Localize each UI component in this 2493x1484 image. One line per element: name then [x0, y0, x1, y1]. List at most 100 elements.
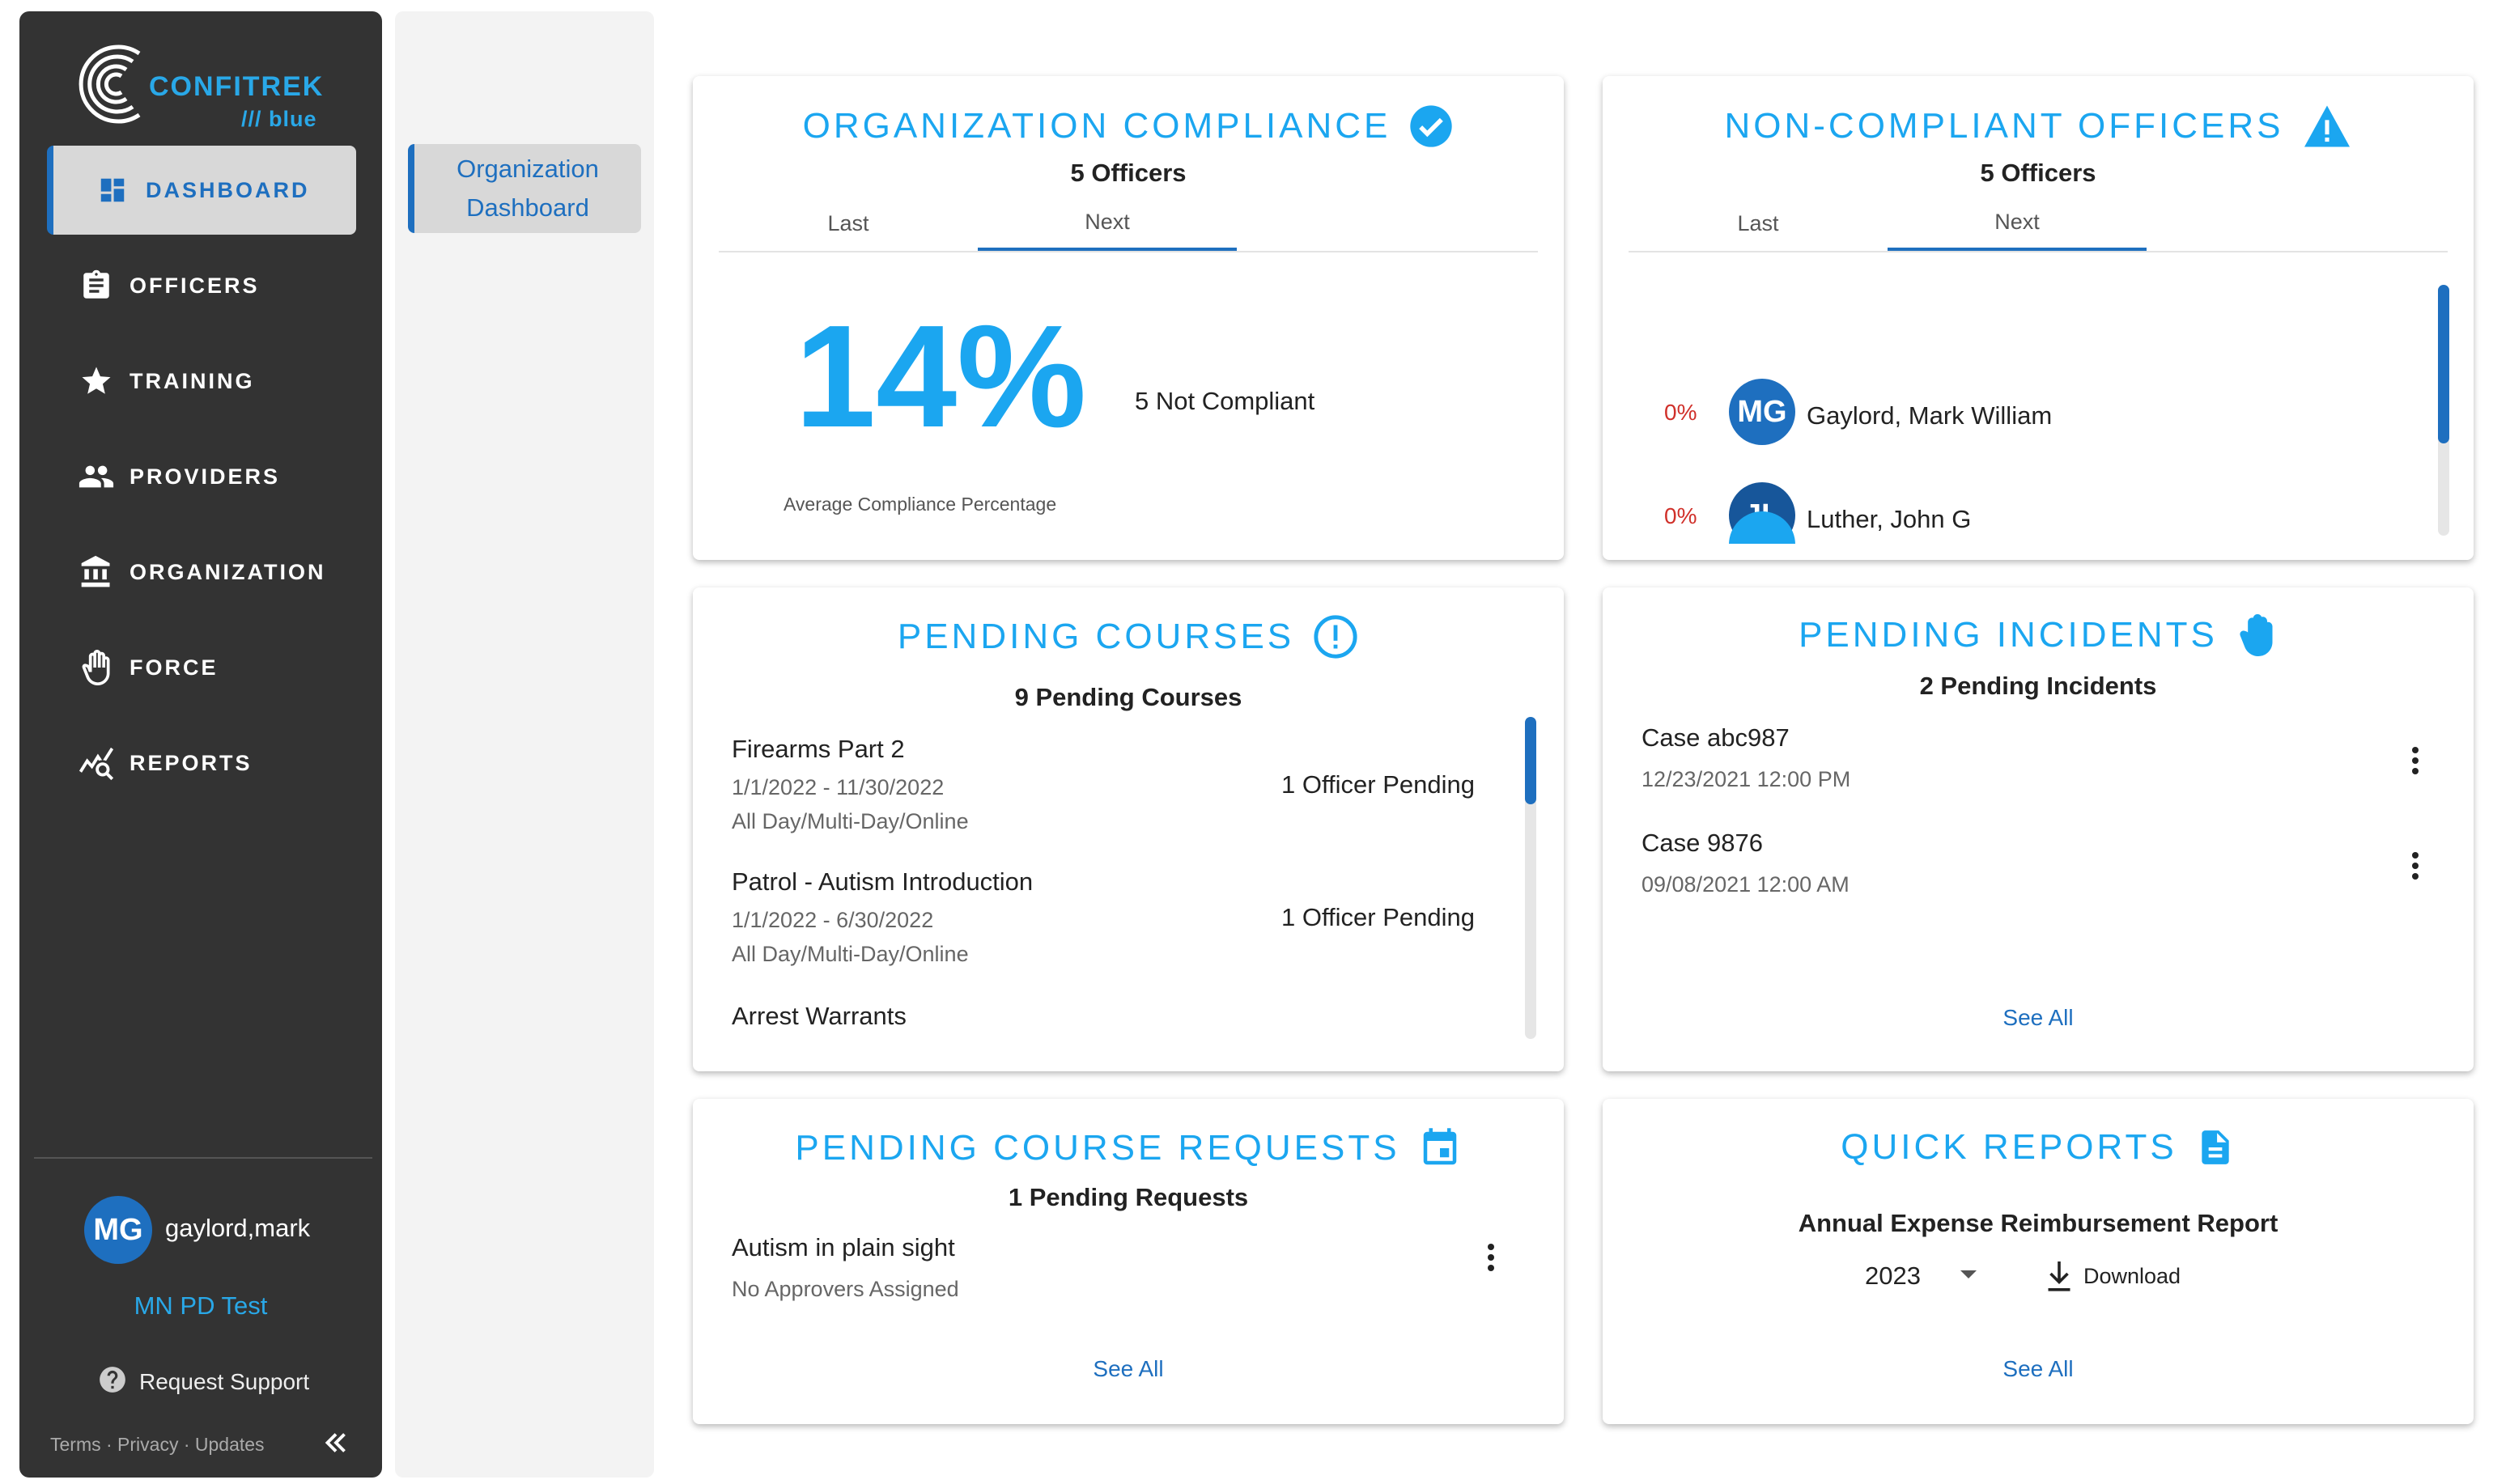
- card-title-text: PENDING COURSE REQUESTS: [795, 1128, 1400, 1168]
- pending-incidents-card: PENDING INCIDENTS 2 Pending Incidents Ca…: [1603, 587, 2474, 1071]
- more-options-button[interactable]: [2399, 842, 2431, 890]
- sidebar-item-training[interactable]: TRAINING: [47, 337, 356, 426]
- course-name[interactable]: Arrest Warrants: [732, 1002, 907, 1030]
- hand-icon: [2236, 610, 2278, 660]
- card-title: ORGANIZATION COMPLIANCE: [693, 104, 1564, 149]
- clipboard-icon: [78, 267, 115, 304]
- avatar[interactable]: MG: [84, 1196, 152, 1264]
- people-icon: [78, 458, 115, 495]
- sidebar-divider: [34, 1157, 372, 1159]
- check-circle-icon: [1408, 104, 1454, 149]
- card-title-text: PENDING COURSES: [897, 617, 1295, 656]
- year-select[interactable]: 2023: [1845, 1256, 2024, 1296]
- dropdown-arrow-icon: [1960, 1270, 1977, 1278]
- compliance-percent-label: Average Compliance Percentage: [784, 494, 1057, 515]
- course-pending: 1 Officer Pending: [1281, 770, 1475, 799]
- more-options-button[interactable]: [2399, 736, 2431, 785]
- alert-circle-icon: [1312, 613, 1359, 660]
- card-title: NON-COMPLIANT OFFICERS: [1603, 104, 2474, 149]
- officer-list: 0% MG Gaylord, Mark William 0% JL Luther…: [1603, 270, 2474, 544]
- officer-name[interactable]: Gaylord, Mark William: [1807, 401, 2053, 430]
- dashboard-icon: [94, 172, 131, 209]
- incident-name[interactable]: Case 9876: [1641, 829, 1763, 857]
- year-select-value: 2023: [1865, 1261, 1921, 1290]
- brand-name: CONFITREK: [149, 71, 325, 102]
- more-vert-icon: [1488, 1244, 1494, 1271]
- scrollbar-thumb[interactable]: [1525, 717, 1536, 804]
- see-all-link[interactable]: See All: [2002, 1005, 2074, 1030]
- incident-name[interactable]: Case abc987: [1641, 723, 1790, 752]
- course-type: All Day/Multi-Day/Online: [732, 809, 969, 833]
- officer-name[interactable]: Luther, John G: [1807, 505, 1972, 533]
- sidebar-item-dashboard[interactable]: DASHBOARD: [47, 146, 356, 235]
- card-subtitle: 1 Pending Requests: [1008, 1183, 1249, 1211]
- document-icon: [2195, 1125, 2236, 1170]
- sidebar-item-officers[interactable]: OFFICERS: [47, 241, 356, 330]
- sidebar: CONFITREK /// blue DASHBOARD OFFICERS TR…: [19, 11, 382, 1478]
- sidebar-item-reports[interactable]: REPORTS: [47, 719, 356, 808]
- sidebar-item-providers[interactable]: PROVIDERS: [47, 432, 356, 521]
- institution-icon: [78, 553, 115, 591]
- download-label: Download: [2083, 1263, 2181, 1288]
- request-support-label: Request Support: [139, 1368, 310, 1394]
- officer-compliance-percent: 0%: [1664, 400, 1697, 425]
- double-chevron-left-icon: [325, 1433, 346, 1452]
- calendar-icon: [1418, 1125, 1462, 1172]
- card-subtitle: 9 Pending Courses: [1014, 683, 1242, 711]
- pending-courses-card: PENDING COURSES 9 Pending Courses Firear…: [693, 587, 1564, 1071]
- course-list: Firearms Part 2 1/1/2022 - 11/30/2022 Al…: [693, 731, 1535, 1055]
- course-type: All Day/Multi-Day/Online: [732, 942, 969, 966]
- not-compliant-count: 5 Not Compliant: [1135, 387, 1315, 415]
- quick-reports-card: QUICK REPORTS Annual Expense Reimburseme…: [1603, 1099, 2474, 1424]
- sidebar-item-force[interactable]: FORCE: [47, 623, 356, 712]
- subnav-panel: Organization Dashboard: [395, 11, 654, 1478]
- card-title: PENDING INCIDENTS: [1603, 610, 2474, 660]
- scrollbar-thumb[interactable]: [2438, 285, 2449, 443]
- course-dates: 1/1/2022 - 6/30/2022: [732, 908, 934, 932]
- collapse-sidebar-button[interactable]: [316, 1424, 356, 1461]
- warning-icon: [2302, 104, 2352, 149]
- help-icon: [97, 1364, 128, 1399]
- sidebar-item-label: DASHBOARD: [146, 177, 310, 202]
- course-name[interactable]: Patrol - Autism Introduction: [732, 867, 1034, 896]
- course-dates: 1/1/2022 - 11/30/2022: [732, 775, 945, 799]
- hand-icon: [78, 649, 115, 686]
- tab-next[interactable]: Next: [1888, 196, 2147, 251]
- avatar-partial: [1729, 511, 1795, 544]
- officer-compliance-percent: 0%: [1664, 503, 1697, 528]
- compliance-percent: 14%: [795, 295, 1087, 458]
- scrollbar[interactable]: [2438, 285, 2449, 536]
- more-vert-icon: [2412, 747, 2419, 774]
- tab-last[interactable]: Last: [1737, 210, 1779, 235]
- request-support-link[interactable]: Request Support: [97, 1364, 309, 1399]
- card-title: PENDING COURSES: [693, 613, 1564, 660]
- tab-next[interactable]: Next: [978, 196, 1237, 251]
- card-title: PENDING COURSE REQUESTS: [693, 1125, 1564, 1172]
- org-name[interactable]: MN PD Test: [134, 1291, 268, 1320]
- see-all-link[interactable]: See All: [1093, 1356, 1164, 1381]
- sidebar-item-label: ORGANIZATION: [130, 559, 326, 584]
- request-name[interactable]: Autism in plain sight: [732, 1233, 955, 1261]
- more-options-button[interactable]: [1475, 1233, 1507, 1282]
- more-vert-icon: [2412, 852, 2419, 880]
- card-title: QUICK REPORTS: [1603, 1125, 2474, 1170]
- see-all-link[interactable]: See All: [2002, 1356, 2074, 1381]
- course-pending: 1 Officer Pending: [1281, 903, 1475, 931]
- non-compliant-officers-card: NON-COMPLIANT OFFICERS 5 Officers Last N…: [1603, 76, 2474, 560]
- user-name[interactable]: gaylord,mark: [165, 1214, 311, 1242]
- card-subtitle: 5 Officers: [1980, 159, 2096, 187]
- logo: CONFITREK /// blue: [68, 29, 343, 142]
- scrollbar[interactable]: [1525, 717, 1536, 1039]
- card-title-text: ORGANIZATION COMPLIANCE: [802, 106, 1391, 146]
- card-title-text: PENDING INCIDENTS: [1799, 615, 2218, 655]
- incident-date: 12/23/2021 12:00 PM: [1641, 767, 1851, 791]
- tab-last[interactable]: Last: [827, 210, 869, 235]
- brand-sub: /// blue: [241, 107, 317, 131]
- sidebar-item-organization[interactable]: ORGANIZATION: [47, 528, 356, 617]
- course-name[interactable]: Firearms Part 2: [732, 735, 905, 763]
- footer-links[interactable]: Terms · Privacy · Updates: [50, 1434, 265, 1455]
- compliance-tabs: Last Next: [719, 196, 1538, 252]
- download-button[interactable]: Download: [2045, 1257, 2181, 1295]
- pending-course-requests-card: PENDING COURSE REQUESTS 1 Pending Reques…: [693, 1099, 1564, 1424]
- subnav-item-organization-dashboard[interactable]: Organization Dashboard: [408, 144, 641, 233]
